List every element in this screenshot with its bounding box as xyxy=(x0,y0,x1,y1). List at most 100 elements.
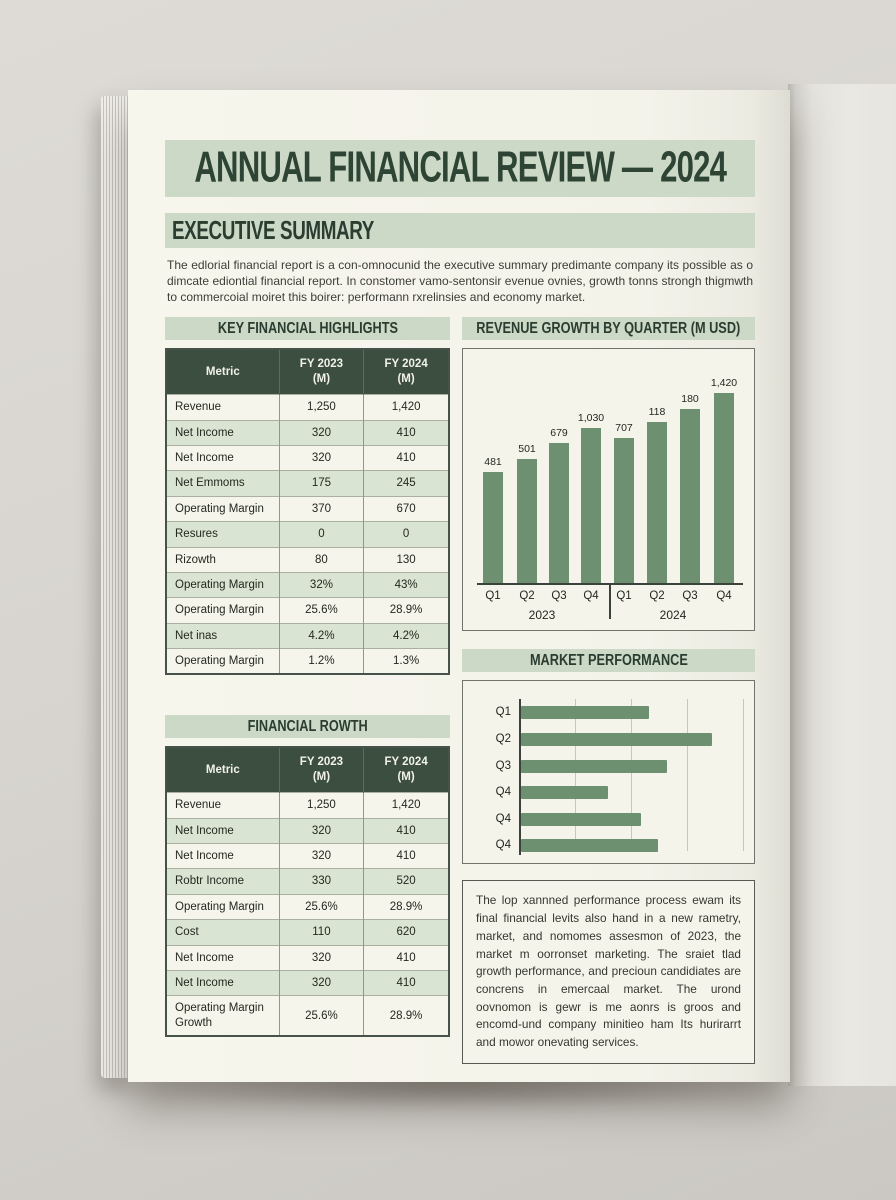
column-header: FY 2024 (M) xyxy=(363,747,449,793)
metric-cell: Operating Margin xyxy=(166,597,280,624)
highlights-table-title: KEY FINANCIAL HIGHLIGHTS xyxy=(217,320,398,338)
metric-cell: Operating Margin Growth xyxy=(166,995,280,1037)
page-title: ANNUAL FINANCIAL REVIEW — 2024 xyxy=(194,143,727,193)
metric-cell: Operating Margin xyxy=(166,648,280,675)
quarter-tick-label: Q4 xyxy=(495,812,511,825)
table-row: Net Income 320 410 xyxy=(166,969,449,996)
revenue-growth-bar-chart: 481 Q1 501 Q2 679 Q3 1,030 Q4 707 Q1 118 Q2 180 Q3 1,4… xyxy=(462,348,755,632)
market-performance-bar xyxy=(521,706,649,720)
value-cell: 410 xyxy=(363,843,449,869)
metric-cell: Net Emmoms xyxy=(166,470,280,497)
market-chart-title: MARKET PERFORMANCE xyxy=(529,652,688,670)
value-cell: 4.2% xyxy=(278,622,364,649)
revenue-chart-band: REVENUE GROWTH BY QUARTER (M USD) xyxy=(462,317,755,341)
performance-note-box: The lop xannned performance process ewam… xyxy=(462,880,755,1064)
value-cell: 320 xyxy=(278,419,364,446)
metric-cell: Operating Margin xyxy=(166,495,280,522)
value-cell: 25.6% xyxy=(278,597,364,624)
value-cell: 410 xyxy=(363,445,449,471)
bar-value-label: 1,420 xyxy=(710,377,738,390)
quarter-tick-label: Q4 xyxy=(583,590,599,603)
revenue-bar xyxy=(614,438,634,584)
gridline xyxy=(687,699,688,852)
table-row: Net Income 320 410 xyxy=(166,843,449,869)
market-performance-bar xyxy=(521,812,641,826)
metric-cell: Net inas xyxy=(166,622,280,649)
value-cell: 320 xyxy=(278,969,364,996)
adjacent-page xyxy=(788,84,896,1086)
quarter-tick-label: Q1 xyxy=(616,590,632,603)
quarter-tick-label: Q3 xyxy=(551,590,567,603)
metric-cell: Robtr Income xyxy=(166,868,280,895)
table-row: Revenue 1,250 1,420 xyxy=(166,792,449,819)
year-group-label: 2024 xyxy=(659,608,687,623)
table-row: Operating Margin 25.6% 28.9% xyxy=(166,597,449,624)
metric-cell: Cost xyxy=(166,919,280,946)
value-cell: 28.9% xyxy=(363,597,449,624)
value-cell: 330 xyxy=(278,868,364,895)
table-row: Net Income 320 410 xyxy=(166,817,449,844)
section-title: EXECUTIVE SUMMARY xyxy=(172,215,374,245)
bar-value-label: 180 xyxy=(681,393,699,406)
market-performance-bar-chart: Q1 Q2 Q3 Q4 Q4 Q4 xyxy=(462,680,755,865)
table-row: Rizowth 80 130 xyxy=(166,546,449,573)
table-header-row: Metric FY 2023 (M) FY 2024 (M) xyxy=(166,349,449,395)
value-cell: 130 xyxy=(363,546,449,573)
intro-paragraph: The edlorial financial report is a con-o… xyxy=(167,258,753,304)
market-performance-band: MARKET PERFORMANCE xyxy=(462,649,755,673)
table-row: Operating Margin 25.6% 28.9% xyxy=(166,893,449,920)
chart-x-axis xyxy=(477,583,743,586)
column-header: Metric xyxy=(166,747,280,793)
value-cell: 0 xyxy=(278,521,364,548)
revenue-bar xyxy=(517,459,537,584)
table-header-row: Metric FY 2023 (M) FY 2024 (M) xyxy=(166,747,449,793)
revenue-bar xyxy=(483,472,503,584)
revenue-bar xyxy=(549,443,569,584)
value-cell: 80 xyxy=(278,546,364,573)
quarter-tick-label: Q3 xyxy=(682,590,698,603)
quarter-tick-label: Q4 xyxy=(495,786,511,799)
value-cell: 28.9% xyxy=(363,893,449,920)
highlights-table-band: KEY FINANCIAL HIGHLIGHTS xyxy=(165,317,450,341)
value-cell: 670 xyxy=(363,495,449,522)
table-row: Robtr Income 330 520 xyxy=(166,868,449,895)
table-row: Net Income 320 410 xyxy=(166,419,449,446)
chart-y-axis xyxy=(519,699,521,856)
value-cell: 410 xyxy=(363,419,449,446)
metric-cell: Revenue xyxy=(166,394,280,421)
revenue-bar xyxy=(680,409,700,584)
growth-table-band: FINANCIAL ROWTH xyxy=(165,715,450,739)
revenue-chart-title: REVENUE GROWTH BY QUARTER (M USD) xyxy=(476,320,741,338)
bar-value-label: 118 xyxy=(648,406,666,419)
year-divider-line xyxy=(609,585,611,620)
quarter-tick-label: Q3 xyxy=(495,759,511,772)
report-page: ANNUAL FINANCIAL REVIEW — 2024 EXECUTIVE… xyxy=(128,90,790,1082)
column-header: FY 2023 (M) xyxy=(278,747,364,793)
value-cell: 410 xyxy=(363,944,449,971)
bar-value-label: 481 xyxy=(484,456,502,469)
value-cell: 32% xyxy=(278,571,364,598)
bar-value-label: 679 xyxy=(550,427,568,440)
revenue-bar xyxy=(647,422,667,584)
gridline xyxy=(743,699,744,852)
table-row: Operating Margin Growth 25.6% 28.9% xyxy=(166,995,449,1037)
value-cell: 320 xyxy=(278,817,364,844)
table-row: Cost 110 620 xyxy=(166,919,449,946)
value-cell: 110 xyxy=(278,919,364,946)
financial-growth-table: Metric FY 2023 (M) FY 2024 (M) Revenue 1,250… xyxy=(165,746,450,1038)
table-row: Revenue 1,250 1,420 xyxy=(166,394,449,421)
page-edge-stack xyxy=(101,96,133,1078)
quarter-tick-label: Q1 xyxy=(495,706,511,719)
table-row: Operating Margin 1.2% 1.3% xyxy=(166,648,449,675)
quarter-tick-label: Q1 xyxy=(485,590,501,603)
metric-cell: Operating Margin xyxy=(166,893,280,920)
quarter-tick-label: Q4 xyxy=(495,839,511,852)
report-title-band: ANNUAL FINANCIAL REVIEW — 2024 xyxy=(165,140,755,197)
metric-cell: Rizowth xyxy=(166,546,280,573)
key-financial-highlights-table: Metric FY 2023 (M) FY 2024 (M) Revenue 1,250… xyxy=(165,348,450,676)
growth-table-title: FINANCIAL ROWTH xyxy=(247,718,368,736)
value-cell: 370 xyxy=(278,495,364,522)
metric-cell: Revenue xyxy=(166,792,280,819)
value-cell: 320 xyxy=(278,944,364,971)
value-cell: 4.2% xyxy=(363,622,449,649)
